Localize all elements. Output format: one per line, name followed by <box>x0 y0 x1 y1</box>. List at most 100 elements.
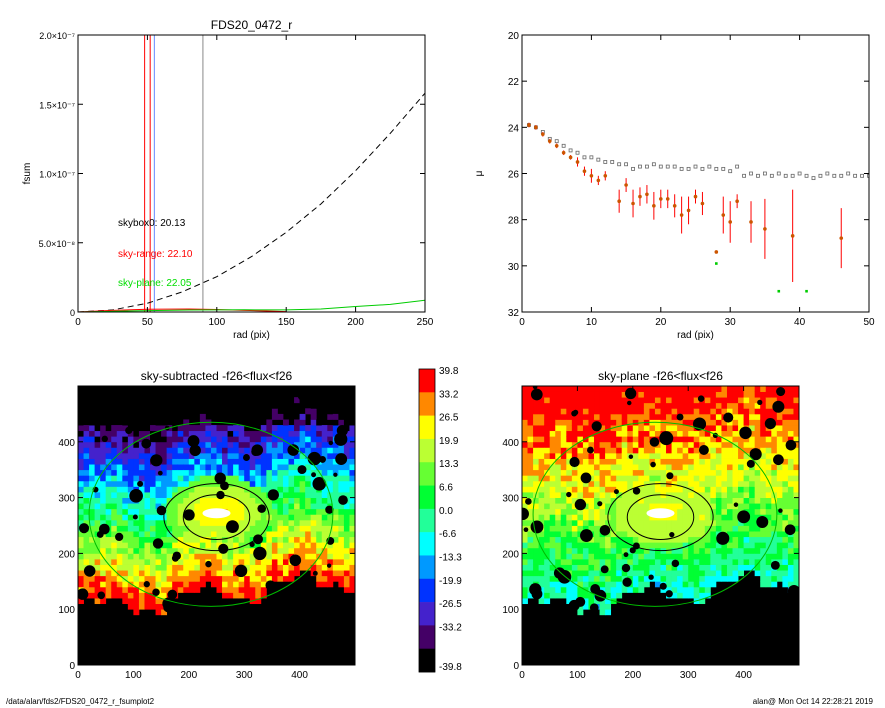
image-pixel <box>111 525 118 532</box>
image-pixel <box>155 436 162 443</box>
image-pixel <box>704 458 711 465</box>
image-pixel <box>627 525 634 532</box>
image-pixel <box>749 547 756 554</box>
image-pixel <box>555 441 562 448</box>
image-pixel <box>638 397 645 404</box>
image-pixel <box>144 514 151 521</box>
image-pixel <box>316 464 323 471</box>
image-pixel <box>771 514 778 521</box>
data-point-sky-plane <box>715 262 718 265</box>
image-pixel <box>610 436 617 443</box>
image-pixel <box>188 503 195 510</box>
image-pixel <box>533 542 540 549</box>
image-pixel <box>588 480 595 487</box>
image-pixel <box>183 419 190 426</box>
image-pixel <box>594 564 600 571</box>
image-pixel <box>305 558 312 565</box>
image-pixel <box>522 492 528 498</box>
image-pixel <box>649 531 656 538</box>
image-pixel <box>161 586 168 593</box>
image-pixel <box>754 386 761 392</box>
image-pixel <box>238 447 245 454</box>
image-pixel <box>144 570 151 577</box>
image-pixel <box>632 386 639 392</box>
image-pixel <box>726 447 733 454</box>
image-pixel <box>793 447 799 454</box>
image-pixel <box>760 575 767 582</box>
image-pixel <box>194 458 201 465</box>
image-pixel <box>726 469 733 476</box>
image-pixel <box>632 458 639 465</box>
image-pixel <box>133 531 140 538</box>
image-pixel <box>127 436 134 443</box>
image-pixel <box>244 408 251 415</box>
image-pixel <box>238 508 245 515</box>
image-pixel <box>260 586 267 593</box>
image-pixel <box>338 525 345 532</box>
image-pixel <box>605 558 612 565</box>
image-pixel <box>671 475 678 482</box>
image-pixel <box>732 553 739 560</box>
image-pixel <box>338 480 345 487</box>
image-pixel <box>771 570 778 577</box>
image-pixel <box>271 564 278 571</box>
image-pixel <box>754 547 761 554</box>
image-pixel <box>89 386 96 392</box>
image-pixel <box>122 531 129 538</box>
image-pixel <box>249 441 256 448</box>
image-pixel <box>271 475 278 482</box>
image-pixel <box>166 558 173 565</box>
image-pixel <box>677 586 684 593</box>
image-pixel <box>321 436 328 443</box>
image-pixel <box>332 430 339 437</box>
image-pixel <box>343 397 350 404</box>
image-pixel <box>199 475 206 482</box>
image-pixel <box>522 464 528 471</box>
image-pixel <box>538 469 545 476</box>
image-pixel <box>594 480 600 487</box>
image-pixel <box>349 547 355 554</box>
image-pixel <box>122 441 129 448</box>
image-pixel <box>105 475 112 482</box>
image-pixel <box>327 464 334 471</box>
image-pixel <box>299 497 306 504</box>
image-pixel <box>754 408 761 415</box>
image-pixel <box>627 430 634 437</box>
image-pixel <box>660 486 667 493</box>
image-pixel <box>244 525 251 532</box>
image-pixel <box>299 519 306 526</box>
image-pixel <box>782 402 789 409</box>
image-pixel <box>577 408 584 415</box>
image-pixel <box>643 391 650 398</box>
image-pixel <box>693 525 700 532</box>
image-pixel <box>199 536 206 543</box>
image-pixel <box>133 425 140 432</box>
image-pixel <box>560 547 567 554</box>
image-pixel <box>316 570 323 577</box>
image-pixel <box>549 436 556 443</box>
image-pixel <box>78 458 84 465</box>
image-pixel <box>244 503 251 510</box>
image-pixel <box>321 536 328 543</box>
image-pixel <box>654 525 661 532</box>
image-pixel <box>316 536 323 543</box>
image-pixel <box>343 542 350 549</box>
image-pixel <box>666 386 672 392</box>
image-pixel <box>776 447 783 454</box>
image-pixel <box>654 553 661 560</box>
image-pixel <box>238 492 245 498</box>
image-pixel <box>649 514 656 521</box>
image-pixel <box>172 503 179 510</box>
image-pixel <box>643 547 650 554</box>
image-pixel <box>693 558 700 565</box>
image-pixel <box>688 492 695 498</box>
image-pixel <box>183 464 190 471</box>
image-pixel <box>349 475 355 482</box>
masked-source <box>623 552 629 558</box>
image-pixel <box>332 413 339 420</box>
image-pixel <box>632 503 639 510</box>
y-tick-label: 1.5×10⁻⁷ <box>39 100 75 110</box>
image-pixel <box>138 452 145 459</box>
image-pixel <box>760 486 767 493</box>
image-pixel <box>172 536 179 543</box>
